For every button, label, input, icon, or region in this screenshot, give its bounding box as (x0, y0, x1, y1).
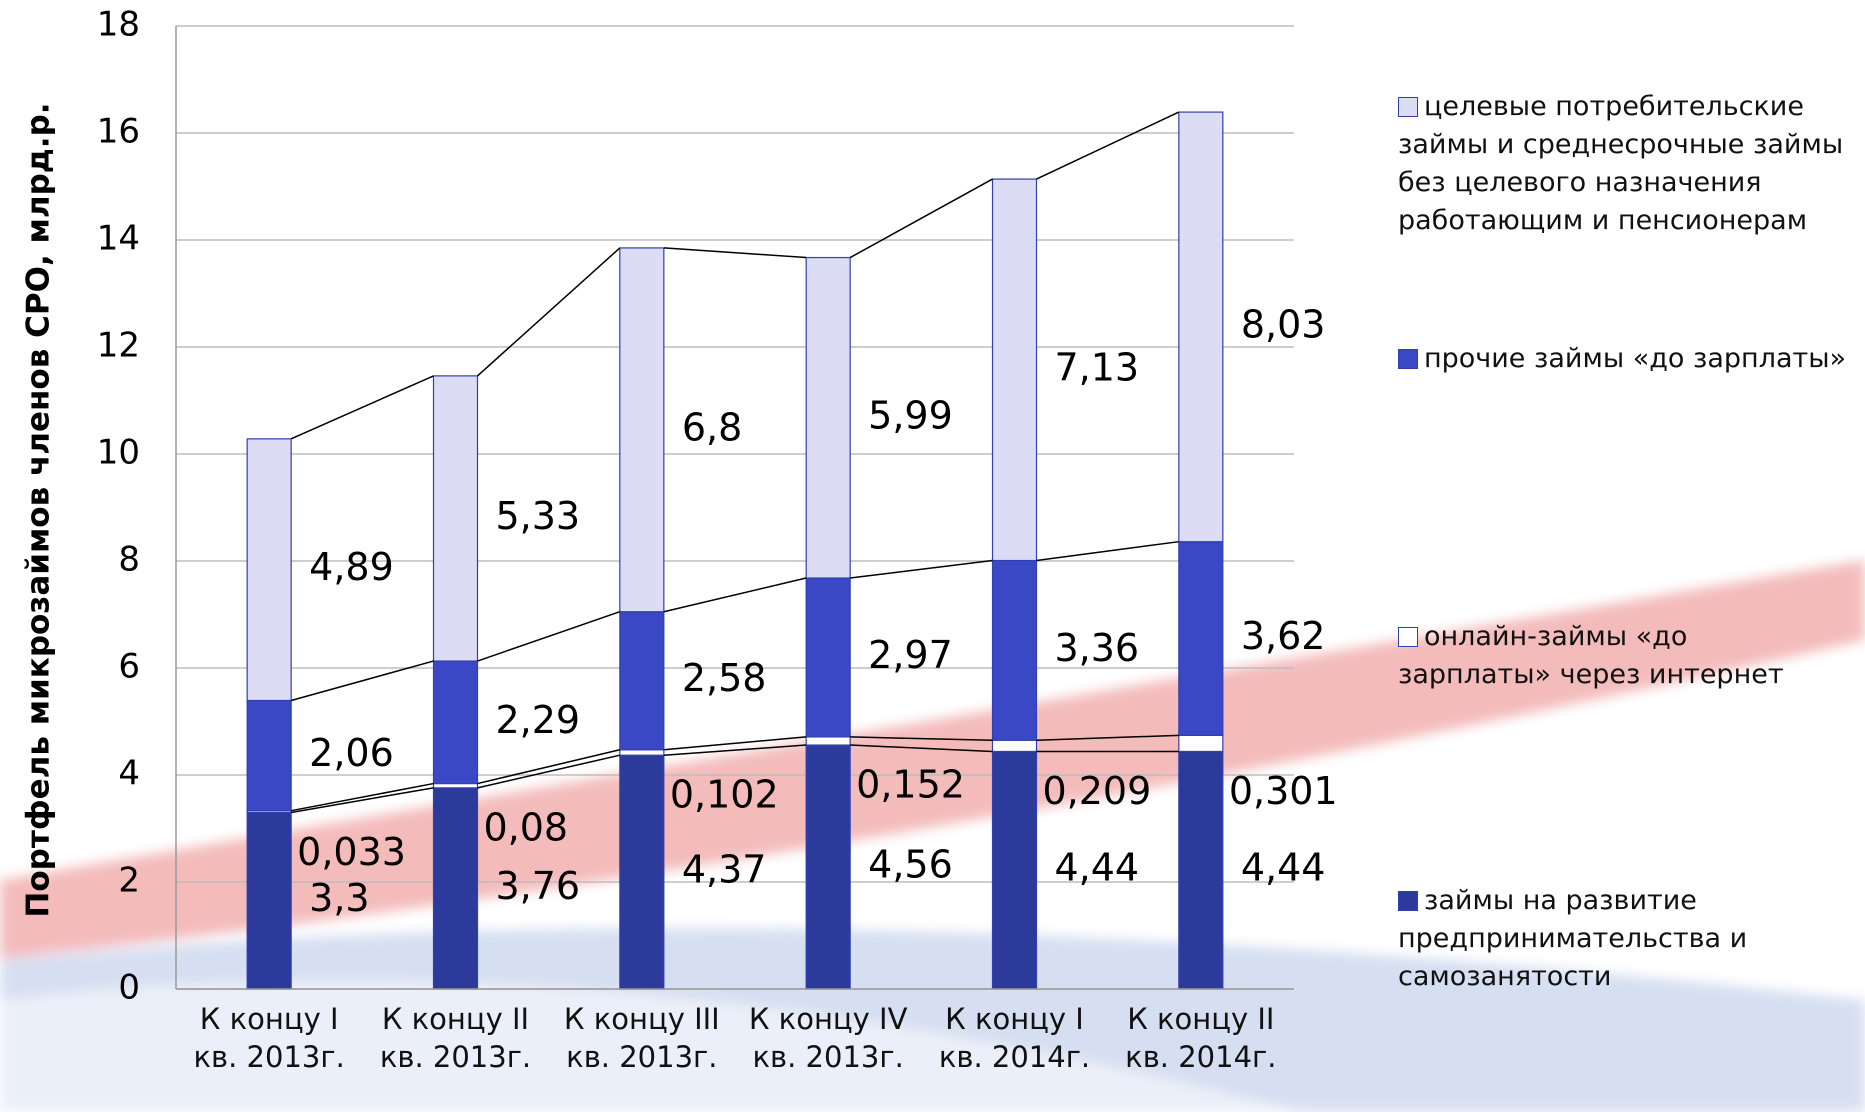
value-label: 4,89 (309, 545, 394, 589)
bar-segment (991, 750, 1038, 990)
legend-swatch (1398, 891, 1418, 911)
value-label: 3,76 (496, 864, 581, 908)
value-label: 2,97 (868, 633, 953, 677)
legend-label: целевые потребительские займы и среднеср… (1398, 91, 1844, 236)
value-label: 0,102 (670, 773, 779, 817)
bar-segment (991, 559, 1038, 741)
x-tick-label: К концу II кв. 2014г. (1125, 1002, 1277, 1074)
bar-segment (805, 577, 851, 738)
bar-segment (246, 438, 292, 702)
legend-item: займы на развитие предпринимательства и … (1398, 882, 1848, 996)
connector-line (290, 111, 1180, 440)
y-tick-label: 6 (118, 647, 140, 687)
bar-segment (1178, 541, 1224, 736)
y-tick-label: 12 (97, 326, 140, 366)
bar-segment (619, 749, 665, 756)
bar-segment (805, 744, 851, 990)
value-label: 0,033 (297, 830, 406, 874)
legend-label: прочие займы «до зарплаты» (1424, 343, 1847, 374)
value-label: 4,37 (682, 848, 767, 892)
y-tick-label: 0 (118, 968, 140, 1008)
bar-segment (619, 247, 665, 613)
legend-swatch (1398, 349, 1418, 369)
y-tick-label: 8 (118, 540, 140, 580)
value-label: 3,3 (309, 876, 369, 920)
connector-line (290, 540, 1179, 702)
y-tick-label: 10 (97, 433, 140, 473)
legend-swatch (1398, 97, 1418, 117)
value-label: 2,29 (496, 698, 581, 742)
bar-segment (432, 782, 479, 789)
bar-segment (991, 739, 1038, 753)
y-axis-title: Портфель микрозаймов членов СРО, млрд.р. (21, 102, 57, 917)
value-label: 3,36 (1055, 626, 1140, 670)
bar-segment (619, 754, 665, 990)
legend-swatch (1398, 627, 1418, 647)
bar-segment (991, 178, 1038, 562)
value-label: 7,13 (1055, 345, 1140, 389)
light-swoosh (0, 980, 1300, 1112)
bar-segment (432, 660, 479, 785)
x-tick-label: К концу IV кв. 2013г. (748, 1002, 908, 1074)
bar-segment (1178, 734, 1224, 753)
connector-line (291, 744, 1179, 814)
value-label: 2,06 (309, 731, 394, 775)
legend-item: целевые потребительские займы и среднеср… (1398, 88, 1848, 240)
bar-segment (1178, 111, 1224, 543)
value-label: 6,8 (682, 405, 742, 449)
y-tick-label: 14 (97, 219, 140, 259)
bar-segment (432, 375, 479, 662)
y-tick-label: 16 (97, 112, 140, 152)
value-label: 0,301 (1229, 769, 1338, 813)
value-label: 4,44 (1055, 846, 1140, 890)
connector-line (291, 734, 1179, 812)
legend-label: займы на развитие предпринимательства и … (1398, 885, 1748, 992)
x-tick-label: К концу I кв. 2014г. (938, 1002, 1091, 1074)
bar-segment (1178, 750, 1224, 990)
bar-segment (246, 811, 292, 990)
y-tick-label: 18 (97, 5, 140, 45)
bar-segment (805, 736, 851, 746)
bar-segment (805, 256, 851, 579)
bar-segment (619, 611, 665, 751)
bar-segment (432, 787, 479, 990)
value-label: 5,99 (868, 393, 953, 437)
value-label: 4,44 (1241, 846, 1326, 890)
value-label: 0,08 (484, 805, 569, 849)
x-tick-label: К концу III кв. 2013г. (563, 1002, 720, 1074)
x-tick-label: К концу II кв. 2013г. (379, 1002, 532, 1074)
value-label: 8,03 (1241, 302, 1326, 346)
value-label: 2,58 (682, 656, 767, 700)
value-label: 3,62 (1241, 614, 1326, 658)
bar-segment (246, 699, 292, 812)
value-label: 0,209 (1043, 769, 1152, 813)
y-tick-label: 4 (118, 754, 140, 794)
y-tick-label: 2 (118, 861, 140, 901)
x-tick-label: К концу I кв. 2013г. (193, 1002, 345, 1074)
value-label: 0,152 (856, 763, 965, 807)
value-label: 5,33 (496, 494, 581, 538)
legend-item: прочие займы «до зарплаты» (1398, 340, 1848, 378)
value-label: 4,56 (868, 843, 953, 887)
legend-item: онлайн-займы «до зарплаты» через интерне… (1398, 618, 1848, 694)
legend-label: онлайн-займы «до зарплаты» через интерне… (1398, 621, 1784, 690)
